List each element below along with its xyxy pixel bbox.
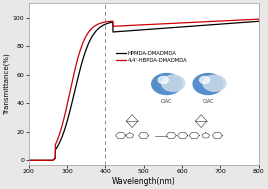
- HPMDA-DMADMDA: [153, 28, 156, 30]
- HPMDA-DMADMDA: [66, 120, 69, 122]
- Circle shape: [193, 74, 223, 94]
- Y-axis label: Transmittance(%): Transmittance(%): [3, 53, 10, 115]
- HPMDA-DMADMDA: [127, 30, 130, 32]
- 4,4'-HBPDA-DMADMDA: [27, 159, 30, 161]
- Circle shape: [158, 77, 168, 84]
- Text: CIAC: CIAC: [202, 99, 214, 104]
- HPMDA-DMADMDA: [57, 143, 61, 145]
- 4,4'-HBPDA-DMADMDA: [57, 134, 61, 137]
- Circle shape: [203, 75, 226, 91]
- HPMDA-DMADMDA: [148, 28, 151, 30]
- Circle shape: [200, 77, 210, 84]
- Line: HPMDA-DMADMDA: HPMDA-DMADMDA: [28, 21, 259, 160]
- Line: 4,4'-HBPDA-DMADMDA: 4,4'-HBPDA-DMADMDA: [28, 19, 259, 160]
- 4,4'-HBPDA-DMADMDA: [257, 18, 260, 20]
- HPMDA-DMADMDA: [257, 20, 260, 22]
- HPMDA-DMADMDA: [105, 23, 108, 25]
- 4,4'-HBPDA-DMADMDA: [153, 23, 156, 25]
- 4,4'-HBPDA-DMADMDA: [148, 23, 151, 26]
- 4,4'-HBPDA-DMADMDA: [127, 24, 130, 27]
- Circle shape: [162, 75, 185, 91]
- 4,4'-HBPDA-DMADMDA: [66, 103, 69, 105]
- Circle shape: [152, 74, 182, 94]
- Legend: HPMDA-DMADMDA, 4,4'-HBPDA-DMADMDA: HPMDA-DMADMDA, 4,4'-HBPDA-DMADMDA: [116, 51, 187, 63]
- X-axis label: Wavelength(nm): Wavelength(nm): [112, 177, 176, 186]
- HPMDA-DMADMDA: [27, 159, 30, 161]
- 4,4'-HBPDA-DMADMDA: [105, 21, 108, 23]
- Text: CIAC: CIAC: [161, 99, 172, 104]
